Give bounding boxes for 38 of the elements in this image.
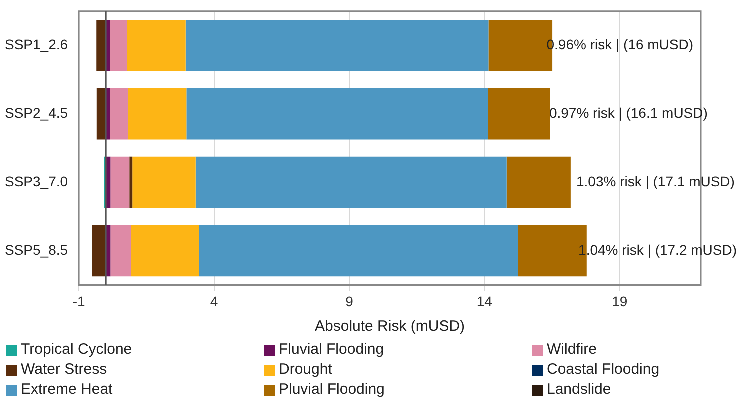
bar xyxy=(127,20,186,72)
x-tick-label: 4 xyxy=(210,293,218,310)
bar xyxy=(110,88,128,140)
annotation: 1.03% risk | (17.1 mUSD) xyxy=(576,173,735,190)
bar xyxy=(132,156,196,208)
legend-label: Coastal Flooding xyxy=(547,360,660,380)
bar xyxy=(199,225,518,277)
bar xyxy=(130,156,133,208)
bar xyxy=(96,20,106,72)
x-tick-label: -1 xyxy=(72,293,86,310)
legend-label: Wildfire xyxy=(547,340,598,360)
bar xyxy=(110,225,132,277)
bar xyxy=(196,156,507,208)
legend-label: Extreme Heat xyxy=(21,380,113,400)
bar xyxy=(128,88,187,140)
bar xyxy=(506,156,571,208)
legend-label: Water Stress xyxy=(21,360,108,380)
legend-label: Drought xyxy=(279,360,332,380)
y-tick-label: SSP5_8.5 xyxy=(4,242,68,258)
y-tick-label: SSP3_7.0 xyxy=(4,173,68,190)
legend-label: Tropical Cyclone xyxy=(21,340,132,360)
legend-label: Pluvial Flooding xyxy=(279,380,385,400)
x-tick-label: 19 xyxy=(612,293,628,310)
bar xyxy=(488,88,550,140)
y-tick-label: SSP1_2.6 xyxy=(4,36,68,52)
bar xyxy=(186,88,488,140)
bar xyxy=(92,225,106,277)
bar xyxy=(186,20,489,72)
x-axis-title: Absolute Risk (mUSD) xyxy=(315,318,466,336)
legend-label: Landslide xyxy=(547,380,612,400)
legend-label: Fluvial Flooding xyxy=(279,340,384,360)
y-tick-label: SSP2_4.5 xyxy=(4,104,68,121)
x-tick-label: 14 xyxy=(476,293,493,310)
x-tick-label: 9 xyxy=(346,293,354,310)
bar xyxy=(110,20,128,72)
bar xyxy=(110,156,130,208)
bar xyxy=(131,225,200,277)
bar xyxy=(96,88,106,140)
